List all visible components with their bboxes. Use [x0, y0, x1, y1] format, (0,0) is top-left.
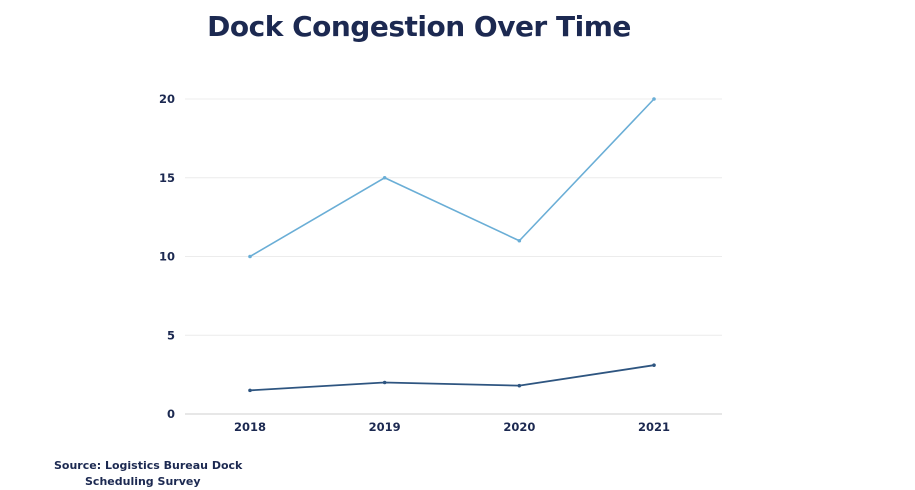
x-tick-label: 2020: [503, 420, 535, 434]
series-point: [517, 238, 522, 243]
y-tick-label: 20: [159, 92, 175, 106]
series-line: [249, 364, 655, 392]
x-tick-label: 2019: [369, 420, 401, 434]
series-point: [382, 380, 387, 385]
series-point: [652, 363, 656, 367]
series-point: [652, 97, 656, 101]
series-point: [517, 383, 522, 388]
y-tick-label: 10: [159, 250, 175, 264]
series-group: [248, 97, 656, 393]
source-note: Source: Logistics Bureau Dock Scheduling…: [54, 458, 242, 490]
chart-title: Dock Congestion Over Time: [207, 10, 631, 43]
y-axis: 0 5 10 15 20: [159, 92, 175, 421]
x-tick-label: 2021: [638, 420, 670, 434]
series-line: [249, 98, 655, 258]
series-point: [248, 254, 252, 259]
x-axis: 2018 2019 2020 2021: [234, 420, 670, 434]
grid: [185, 98, 722, 415]
series-point: [248, 388, 252, 393]
source-line-2: Scheduling Survey: [85, 475, 201, 488]
y-tick-label: 15: [159, 171, 175, 185]
series-point: [382, 175, 387, 180]
source-line-1: Source: Logistics Bureau Dock: [54, 459, 243, 472]
y-tick-label: 5: [167, 328, 175, 342]
y-tick-label: 0: [167, 407, 175, 421]
x-tick-label: 2018: [234, 420, 266, 434]
